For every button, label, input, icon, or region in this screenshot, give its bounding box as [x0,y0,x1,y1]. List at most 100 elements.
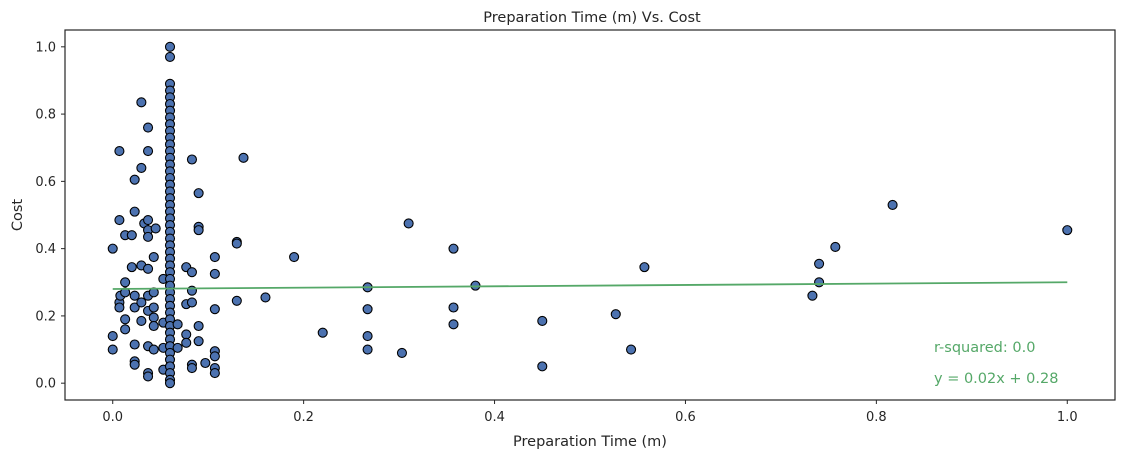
y-tick-label: 0.0 [35,377,56,392]
data-point [136,315,147,327]
data-point [231,295,242,306]
data-point [260,292,271,303]
points-layer [107,41,1073,389]
data-point [107,243,118,254]
data-point [142,231,154,242]
data-point [181,329,192,340]
data-point [814,277,825,288]
data-point [238,152,249,163]
x-tick-label: 1.0 [1057,410,1078,425]
x-axis-label: Preparation Time (m) [513,434,667,450]
data-point [126,230,137,241]
data-point [120,314,131,325]
data-point [209,304,220,315]
data-point [403,218,414,229]
data-point [148,344,159,355]
y-tick-label: 0.6 [35,175,56,190]
data-point [448,243,459,254]
x-tick-label: 0.2 [293,410,314,425]
data-point [193,320,204,332]
data-point [126,262,137,273]
data-point [142,214,154,226]
data-point [814,258,825,269]
data-point [142,122,154,133]
regression-equation-annotation: y = 0.02x + 0.28 [934,371,1058,387]
data-point [289,251,300,263]
data-point [136,162,147,173]
data-point [209,368,220,379]
data-point [164,51,176,62]
x-tick-label: 0.0 [102,410,123,425]
data-point [186,154,198,165]
data-point [625,344,637,355]
plot-frame [64,29,1116,401]
y-tick-label: 0.8 [35,108,56,123]
data-point [129,302,140,313]
data-point [107,344,118,355]
data-point [148,302,159,313]
data-point [129,359,140,370]
data-point [448,302,459,313]
data-point [142,371,154,382]
data-point [537,361,548,372]
data-point [317,327,328,338]
data-point [164,41,176,52]
data-point [120,287,131,298]
data-point [148,312,159,323]
data-point [114,214,125,226]
data-point [129,174,140,185]
data-point [639,262,650,273]
data-point [448,319,459,330]
data-point [186,267,198,278]
data-point [164,378,176,389]
data-point [136,297,147,308]
data-point [181,337,192,348]
data-point [172,319,183,330]
data-point [362,304,373,315]
data-point [807,290,818,301]
x-tick-label: 0.8 [866,410,887,425]
data-point [209,351,220,362]
data-point [186,297,198,308]
data-point [136,97,147,108]
data-point [150,223,161,234]
data-point [148,320,159,332]
y-tick-label: 0.2 [35,309,56,324]
data-point [396,347,408,358]
tick-layer: 0.0 0.2 0.4 0.6 0.8 1.0 0.0 0.2 0.4 0.6 0.8 1.0 [35,40,1077,425]
y-tick-label: 1.0 [35,40,56,55]
data-point [830,241,841,253]
y-axis-label: Cost [10,199,26,232]
data-point [172,342,183,353]
data-point [193,188,204,199]
y-tick-label: 0.4 [35,242,56,257]
data-point [537,315,548,327]
data-point [186,362,198,374]
data-point [114,146,125,157]
data-point [129,206,140,217]
data-point [362,344,373,355]
data-point [114,302,125,313]
x-tick-label: 0.6 [675,410,696,425]
data-point [610,309,621,320]
r-squared-annotation: r-squared: 0.0 [934,340,1035,356]
data-point [231,238,242,249]
data-point [209,268,220,279]
regression-line [112,281,1068,290]
data-point [1062,225,1073,236]
data-point [120,277,131,288]
data-point [129,290,140,301]
data-point [142,263,154,274]
data-point [193,225,204,236]
chart-title: Preparation Time (m) Vs. Cost [483,10,701,26]
fit-line-layer [112,281,1068,290]
data-point [107,331,118,342]
data-point [193,336,204,347]
data-point [120,324,131,335]
data-point [209,251,220,263]
data-point [129,339,140,350]
data-point [200,357,211,369]
data-point [887,199,898,210]
